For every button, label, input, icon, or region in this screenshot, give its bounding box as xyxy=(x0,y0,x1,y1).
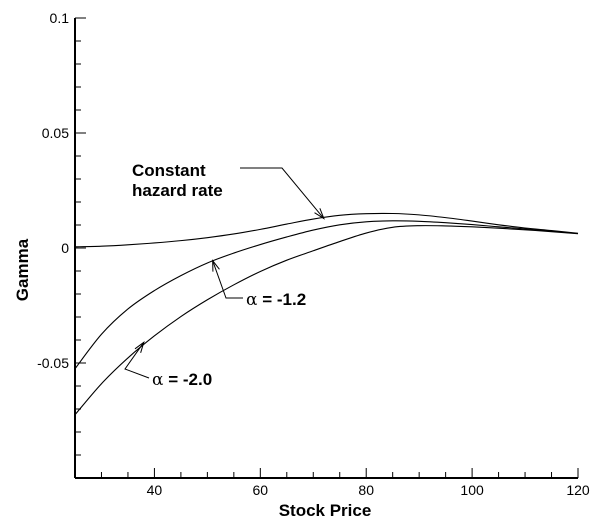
curve-alpha-2-0 xyxy=(74,225,579,416)
annotations: Constant hazard rate α = -1.2 α = -2.0 xyxy=(124,161,325,390)
ticks: 40 60 80 100 120 0.1 0.05 0 -0.05 xyxy=(37,10,590,498)
annotation-constant-line2: hazard rate xyxy=(132,181,223,200)
arrow-alpha-2-0-head xyxy=(134,341,145,353)
axes xyxy=(74,18,578,479)
x-tick-label: 80 xyxy=(358,482,374,498)
alpha-value-2: = -2.0 xyxy=(163,370,212,389)
annotation-constant-line1: Constant xyxy=(132,161,206,180)
arrow-alpha-1-2-head xyxy=(212,259,220,272)
curve-alpha-1-2 xyxy=(74,220,579,370)
y-tick-label: -0.05 xyxy=(37,355,69,371)
alpha-symbol-2: α xyxy=(152,370,164,390)
x-tick-label: 120 xyxy=(566,482,590,498)
x-tick-label: 100 xyxy=(460,482,484,498)
y-tick-label: 0 xyxy=(61,240,69,256)
curve-constant-hazard-rate xyxy=(74,212,579,248)
arrow-constant-hazard-rate-head xyxy=(314,208,325,220)
alpha-value-1: = -1.2 xyxy=(257,290,306,309)
y-axis-title: Gamma xyxy=(13,238,32,301)
x-tick-label: 40 xyxy=(147,482,163,498)
y-tick-label: 0.05 xyxy=(42,125,69,141)
alpha-symbol-1: α xyxy=(246,290,258,310)
annotation-alpha-2-0: α = -2.0 xyxy=(152,370,212,390)
arrow-alpha-2-0 xyxy=(124,342,150,379)
annotation-alpha-1-2: α = -1.2 xyxy=(246,290,306,310)
curves xyxy=(74,212,579,416)
y-tick-label: 0.1 xyxy=(50,10,70,26)
arrow-constant-hazard-rate xyxy=(240,167,325,219)
arrow-alpha-1-2 xyxy=(212,260,243,299)
x-axis-title: Stock Price xyxy=(279,501,372,520)
x-tick-label: 60 xyxy=(253,482,269,498)
